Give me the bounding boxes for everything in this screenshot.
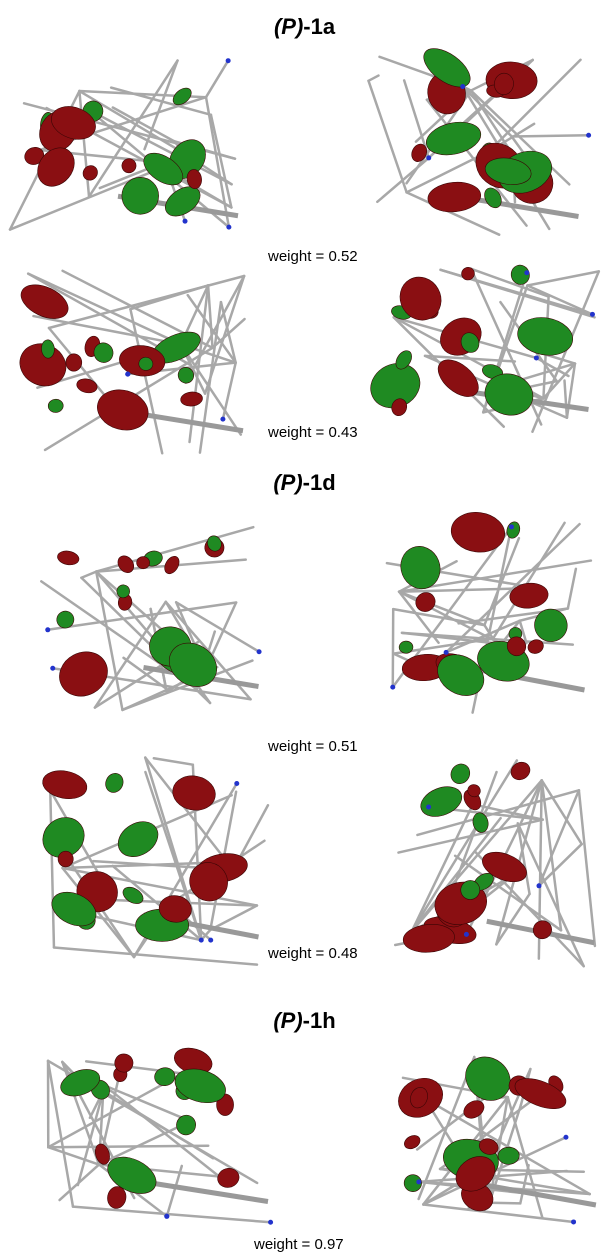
atom-n [226,58,231,63]
orbital-lobe [52,643,116,704]
atom-n [509,524,514,529]
atom-n [268,1220,273,1225]
orbital-lobe [526,637,546,655]
orbital-lobe [115,553,137,576]
orbital-lobe [48,399,64,413]
atom-n [234,781,239,786]
orbital-lobe [427,180,482,214]
orbital-lobe [170,772,219,814]
atom-n [586,133,591,138]
bond [527,271,598,285]
bond [48,1147,99,1164]
bond [210,906,257,930]
bond [206,61,228,97]
atom-n [125,372,130,377]
bond [539,844,582,886]
orbital-lobe [40,767,89,802]
orbital-lobe [112,815,165,864]
orbital-lobe [58,851,73,867]
bond [81,572,96,578]
orbital-lobe [481,185,505,211]
atom-n [199,938,204,943]
orbital-lobe [508,759,533,783]
bond [48,1146,208,1148]
atom-n [444,650,449,655]
bond [206,97,229,227]
bond [579,790,595,946]
orbital-lobe [215,1166,241,1190]
atom-n [416,1179,421,1184]
figure-art [0,0,609,1260]
orbital-lobe [412,589,439,616]
atom-n [590,312,595,317]
orbital-lobe [102,770,126,795]
atom-n [164,1214,169,1219]
title-suffix: -1d [303,470,336,495]
atom-n [183,219,188,224]
weight-label: weight = 0.52 [266,248,360,265]
atom-n [45,627,50,632]
orbital-lobe [180,391,203,407]
section-title: (P)-1d [0,470,609,496]
atom-n [50,666,55,671]
atom-n [208,938,213,943]
orbital-lobe [66,354,82,372]
orbital-lobe [56,549,80,566]
atom-n [563,1135,568,1140]
orbital-lobe [120,884,146,907]
page: (P)-1a weight = 0.52 weight = 0.43 (P)-1… [0,0,609,1260]
bond [496,894,529,944]
title-suffix: -1h [303,1008,336,1033]
bond [73,1207,271,1223]
atom-n [534,355,539,360]
atom-n [226,225,231,230]
bond [50,790,54,947]
weight-label: weight = 0.97 [252,1236,346,1253]
atom-n [426,805,431,810]
title-prefix: (P) [273,470,302,495]
atom-n [390,685,395,690]
bond [211,115,231,208]
bond [568,569,576,609]
orbital-lobe [80,163,100,184]
orbital-lobe [416,781,466,822]
bond [423,1204,573,1222]
weight-label: weight = 0.48 [266,945,360,962]
orbital-lobe [505,520,522,540]
atom-n [426,155,431,160]
title-prefix: (P) [274,14,303,39]
weight-label: weight = 0.51 [266,738,360,755]
bond [54,947,257,964]
bond [154,758,193,764]
title-suffix: -1a [303,14,335,39]
orbital-lobe [122,177,159,214]
orbital-lobe [461,1097,488,1122]
bond [369,81,407,193]
atom-n [257,649,262,654]
bond [564,381,566,418]
section-title: (P)-1h [0,1008,609,1034]
orbital-lobe [449,509,507,555]
bond [512,135,589,136]
section-title: (P)-1a [0,14,609,40]
atom-n [571,1219,576,1224]
orbital-lobe [515,313,576,359]
orbital-lobe [433,310,488,362]
atom-n [524,270,529,275]
weight-label: weight = 0.43 [266,424,360,441]
atom-n [464,932,469,937]
orbital-lobe [447,760,473,787]
bond [369,76,379,81]
atom-n [536,883,541,888]
atom-n [460,84,465,89]
ring-plate [148,1183,268,1202]
atom-n [220,417,225,422]
title-prefix: (P) [273,1008,302,1033]
bond [167,1166,182,1216]
bond [489,1203,520,1204]
orbital-lobe [75,377,98,395]
orbital-lobe [530,918,554,942]
